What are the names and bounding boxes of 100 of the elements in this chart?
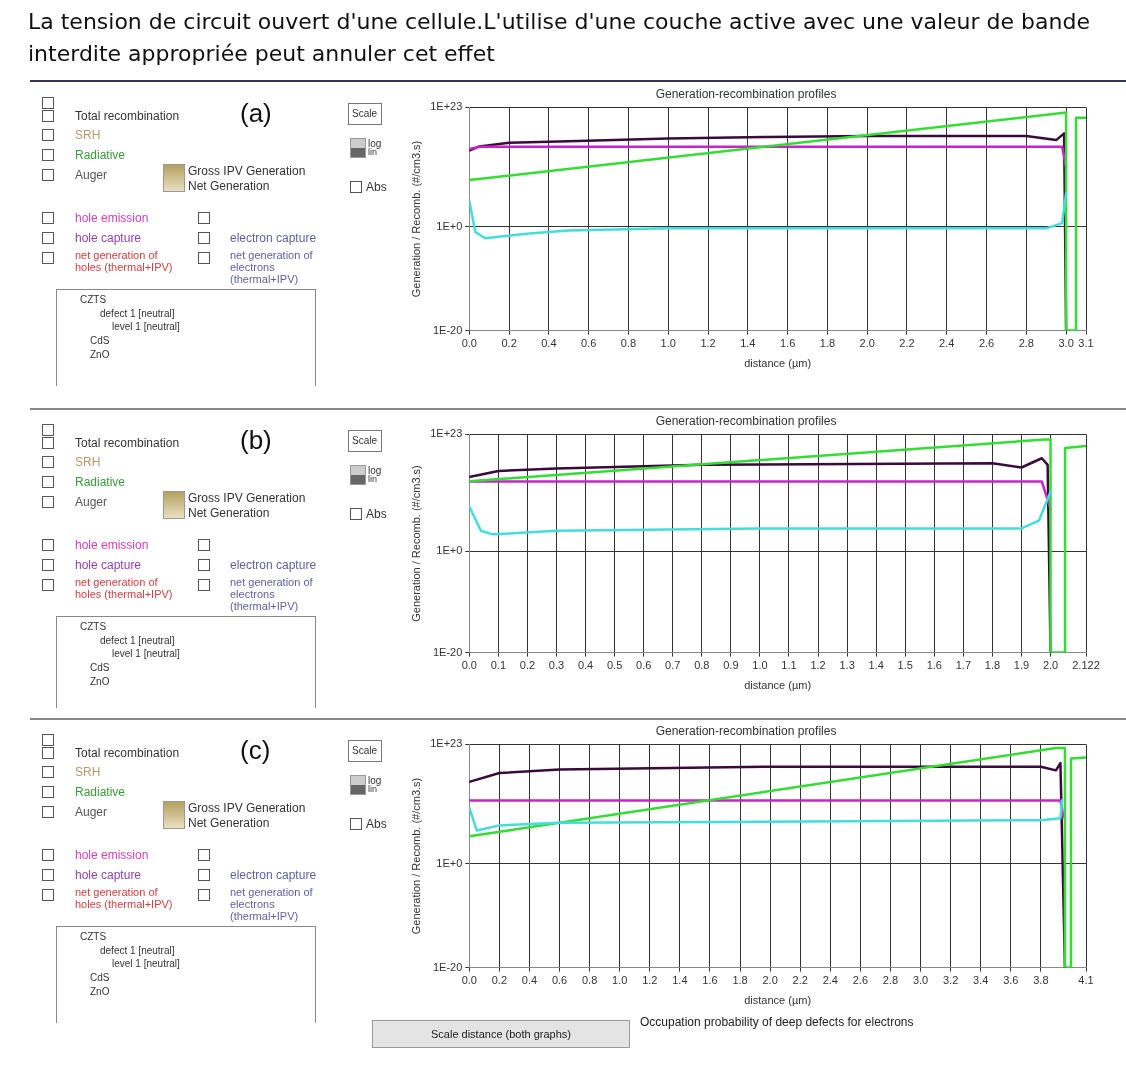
y-tick-label: 1E+0 <box>436 219 463 232</box>
text: electron capture <box>230 558 317 572</box>
x-tick-label: 2.2 <box>899 337 915 350</box>
text: defect 1 [neutral] <box>100 307 175 320</box>
text: Occupation probability of deep defects for electrons <box>640 1015 915 1029</box>
text: hole emission <box>75 211 149 225</box>
x-tick-label: 4.1 <box>1078 974 1094 987</box>
text: Net Generation <box>188 816 270 830</box>
text: Auger <box>75 805 108 819</box>
text: (c) <box>240 735 271 765</box>
text: log <box>368 464 382 476</box>
x-tick-label: 2.0 <box>859 337 875 350</box>
x-tick-label: 2.8 <box>882 974 899 987</box>
text: Scale <box>352 434 378 447</box>
x-tick-label: 3.8 <box>1033 974 1049 987</box>
x-tick-label: 3.1 <box>1078 337 1094 350</box>
text: electron capture <box>230 868 317 882</box>
x-tick-label: 2.4 <box>939 337 955 350</box>
text: Auger <box>75 168 108 182</box>
x-tick-label: 0.8 <box>694 659 710 672</box>
x-tick-label: 3.2 <box>942 974 959 987</box>
text: net generation of electrons (thermal+IPV) <box>230 249 314 285</box>
x-tick-label: 1.6 <box>779 337 796 350</box>
x-tick-label: 0.1 <box>490 659 507 672</box>
text: CdS <box>90 334 110 347</box>
text: Abs <box>366 180 387 194</box>
x-tick-label: 0.6 <box>581 337 597 350</box>
x-tick-label: 0.8 <box>581 974 598 987</box>
text: net generation of holes (thermal+IPV) <box>75 886 174 910</box>
x-tick-label: 0.5 <box>606 659 623 672</box>
x-tick-label: 1.5 <box>897 659 913 672</box>
text: CZTS <box>80 620 107 633</box>
x-tick-label: 0.2 <box>501 337 517 350</box>
x-tick-label: 2.6 <box>852 974 869 987</box>
text: SRH <box>75 455 101 469</box>
text: SRH <box>75 765 101 779</box>
text: CZTS <box>80 930 107 943</box>
text: Gross IPV Generation <box>188 491 306 505</box>
x-tick-label: 1.0 <box>660 337 676 350</box>
x-tick-label: 1.0 <box>752 659 768 672</box>
text: hole emission <box>75 848 149 862</box>
text: Auger <box>75 495 108 509</box>
y-tick-label: 1E+0 <box>436 856 463 869</box>
x-tick-label: 3.0 <box>912 974 929 987</box>
x-tick-label: 0.4 <box>577 659 594 672</box>
text: CZTS <box>80 293 107 306</box>
chart-title: Generation-recombination profiles <box>655 86 837 101</box>
text: defect 1 [neutral] <box>100 944 175 957</box>
text: ZnO <box>90 675 110 688</box>
text: Gross IPV Generation <box>188 801 306 815</box>
x-tick-label: 1.4 <box>740 337 756 350</box>
text: log <box>368 774 382 786</box>
text: Scale <box>352 107 378 120</box>
x-tick-label: 1.8 <box>819 337 836 350</box>
y-axis-title: Generation / Recomb. (#/cm3.s) <box>409 777 422 935</box>
text: level 1 [neutral] <box>112 647 180 660</box>
x-tick-label: 0.9 <box>723 659 739 672</box>
y-axis-title: Generation / Recomb. (#/cm3.s) <box>409 465 422 622</box>
x-tick-label: 3.4 <box>973 974 989 987</box>
text: level 1 [neutral] <box>112 320 180 333</box>
text: CdS <box>90 971 110 984</box>
text: lin <box>368 147 377 158</box>
x-tick-label: 2.122 <box>1072 659 1100 672</box>
x-axis-title: distance (µm) <box>744 994 812 1007</box>
text: Abs <box>366 507 387 521</box>
x-tick-label: 0.7 <box>665 659 681 672</box>
text: Total recombination <box>75 746 180 760</box>
x-axis-title: distance (µm) <box>744 679 812 692</box>
x-tick-label: 3.0 <box>1058 337 1074 350</box>
text: Radiative <box>75 148 126 162</box>
text: Total recombination <box>75 436 180 450</box>
x-tick-label: 1.6 <box>926 659 942 672</box>
x-tick-label: 0.2 <box>491 974 508 987</box>
x-tick-label: 2.4 <box>822 974 838 987</box>
x-tick-label: 2.0 <box>762 974 778 987</box>
text: Scale distance (both graphs) <box>372 1020 630 1048</box>
x-tick-label: 0.0 <box>461 337 477 350</box>
y-tick-label: 1E-20 <box>432 645 463 658</box>
y-tick-label: 1E+0 <box>436 544 463 557</box>
x-tick-label: 0.0 <box>461 974 477 987</box>
x-tick-label: 1.4 <box>868 659 884 672</box>
x-tick-label: 1.9 <box>1013 659 1030 672</box>
x-tick-label: 2.0 <box>1042 659 1059 672</box>
text: net generation of electrons (thermal+IPV) <box>230 576 314 612</box>
x-tick-label: 2.6 <box>978 337 995 350</box>
text: Radiative <box>75 785 126 799</box>
text: hole emission <box>75 538 149 552</box>
text: Net Generation <box>188 179 270 193</box>
x-tick-label: 0.4 <box>521 974 538 987</box>
text: hole capture <box>75 868 142 882</box>
x-tick-label: 1.8 <box>732 974 748 987</box>
text: ZnO <box>90 348 110 361</box>
text: defect 1 [neutral] <box>100 634 175 647</box>
x-tick-label: 1.0 <box>612 974 628 987</box>
y-axis-title: Generation / Recomb. (#/cm3.s) <box>409 140 422 298</box>
text: La tension de circuit ouvert d'une cellule.L'utilise d'une couche active avec une valeur de bande interdite appropriée peut annuler cet effet <box>28 8 1091 68</box>
x-tick-label: 2.2 <box>792 974 808 987</box>
text: lin <box>368 474 377 485</box>
text: ZnO <box>90 985 110 998</box>
chart-title: Generation-recombination profiles <box>655 413 837 428</box>
